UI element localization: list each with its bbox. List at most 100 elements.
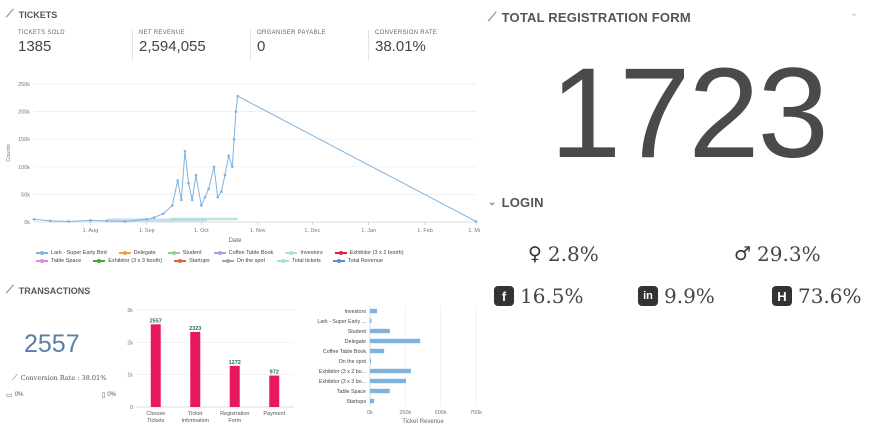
y-tick-label: 50k <box>21 192 30 198</box>
legend-swatch <box>334 250 347 255</box>
data-point <box>236 94 240 98</box>
legend-label: Lark - Super Early Bird <box>51 250 107 256</box>
x-tick-label: Choose <box>146 411 165 417</box>
legend-item[interactable]: Exhibitor (3 x 3 booth) <box>93 258 162 264</box>
data-point <box>207 187 210 191</box>
login-panel-title: ⌄ LOGIN <box>488 195 544 210</box>
legend-item[interactable]: Student <box>167 250 202 256</box>
revenue-line-chart: 0k 50k 100k 150k 200k 250k Counts 1. Aug 1. Sep 1… <box>6 82 480 244</box>
data-point <box>32 217 36 221</box>
y-tick-label: Table Space <box>337 389 366 395</box>
mobile-icon: ▯ <box>101 392 106 399</box>
data-point <box>170 204 174 207</box>
data-label: 972 <box>270 370 279 376</box>
tickets-panel-title: ⟋ TICKETS <box>6 8 58 20</box>
data-point <box>105 219 109 223</box>
x-tick-label: 500k <box>435 410 447 416</box>
login-female: ♀ 2.8% <box>528 242 599 266</box>
data-point <box>187 182 190 185</box>
legend-label: Total tickets <box>292 258 321 264</box>
legend-item[interactable]: Total Revenue <box>332 258 383 264</box>
x-tick-label: 1. Nov <box>250 228 266 234</box>
legend-item[interactable]: Delegate <box>118 250 156 256</box>
login-male: ♂ 29.3% <box>734 242 821 266</box>
legend-label: On the spot <box>236 258 266 264</box>
bar <box>370 338 421 344</box>
legend-item[interactable]: Coffee Table Book <box>213 250 274 256</box>
data-point <box>176 179 179 182</box>
legend-swatch <box>221 258 234 263</box>
y-tick-label: Exhibitor (3 x 2 bo... <box>319 369 366 375</box>
bar <box>190 331 201 407</box>
legend-swatch <box>332 258 345 263</box>
y-tick-label: On the spot <box>339 359 367 365</box>
legend-label: Coffee Table Book <box>228 250 274 256</box>
bar <box>370 308 378 314</box>
bar <box>229 365 240 407</box>
x-tick-label: Ticket <box>188 411 203 417</box>
legend-label: Total Revenue <box>347 258 383 264</box>
legend-item[interactable]: Lark - Super Early Bird <box>36 250 107 256</box>
legend-swatch <box>36 250 48 255</box>
transactions-count: 2557 <box>24 330 80 358</box>
female-icon: ♀ <box>528 243 542 265</box>
collapse-registration-icon[interactable]: ⌄ <box>850 8 859 19</box>
conversion-rate-row: ⟋ Conversion Rate : 38.01% <box>12 373 107 382</box>
data-label: 2557 <box>150 318 162 324</box>
x-tick-label: 1. Jan <box>361 228 376 234</box>
legend-label: Student <box>182 250 202 256</box>
stat-organiser-payable: ORGANISER PAYABLE 0 <box>250 30 368 60</box>
bar <box>370 328 390 334</box>
legend-swatch <box>167 250 180 255</box>
data-point <box>145 217 149 221</box>
stat-conversion-rate: CONVERSION RATE 38.01% <box>368 30 468 60</box>
data-point <box>89 219 92 222</box>
data-point <box>200 204 203 207</box>
y-tick-label: 1k <box>127 373 133 379</box>
data-point <box>230 165 234 169</box>
legend-swatch <box>36 258 48 263</box>
data-point <box>212 165 216 169</box>
x-tick-label: Tickets <box>147 418 164 424</box>
legend-item[interactable]: On the spot <box>221 258 266 264</box>
data-point <box>123 220 127 223</box>
x-tick-label: 1. Feb <box>417 228 433 234</box>
legend-swatch <box>174 258 187 263</box>
bar <box>370 348 385 354</box>
legend-label: Exhibitor (3 x 2 booth) <box>349 250 404 256</box>
chart-legend: Lark - Super Early Bird Delegate Student Co… <box>36 250 456 264</box>
y-tick-label: 250k <box>18 82 30 88</box>
legend-item[interactable]: Table Space <box>36 258 81 264</box>
y-tick-label: Startups <box>346 399 366 405</box>
trend-icon: ⟋ <box>6 8 14 20</box>
data-point <box>49 219 52 223</box>
y-tick-label: 150k <box>18 137 30 143</box>
stat-net-revenue: NET REVENUE 2,594,055 <box>132 30 250 60</box>
legend-item[interactable]: Exhibitor (3 x 2 booth) <box>334 250 404 256</box>
legend-item[interactable]: Startups <box>174 258 210 264</box>
data-point <box>234 110 238 113</box>
data-point <box>194 173 198 177</box>
data-point <box>474 220 478 223</box>
x-tick-label: 0k <box>367 410 373 416</box>
data-point <box>161 212 165 216</box>
y-tick-label: 0 <box>130 405 133 411</box>
x-tick-label: 1. Sep <box>139 228 155 234</box>
data-point <box>220 190 223 193</box>
device-row: ▭ 0% ▯ 0% <box>6 392 116 399</box>
legend-item[interactable]: Investors <box>285 250 323 256</box>
y-tick-label: 3k <box>127 308 133 314</box>
series-line-total-revenue <box>33 95 477 222</box>
trend-icon: ⟋ <box>6 284 14 296</box>
data-point <box>183 150 187 153</box>
data-point <box>152 216 156 219</box>
registration-count: 1723 <box>550 42 829 185</box>
x-tick-label: 1. Dec <box>304 228 320 234</box>
y-tick-label: 200k <box>18 110 30 116</box>
data-label: 2323 <box>189 326 201 332</box>
facebook-icon: f <box>494 286 514 306</box>
data-point <box>227 154 230 158</box>
chevron-down-icon: ⌄ <box>488 197 497 208</box>
legend-item[interactable]: Total tickets <box>277 258 321 264</box>
